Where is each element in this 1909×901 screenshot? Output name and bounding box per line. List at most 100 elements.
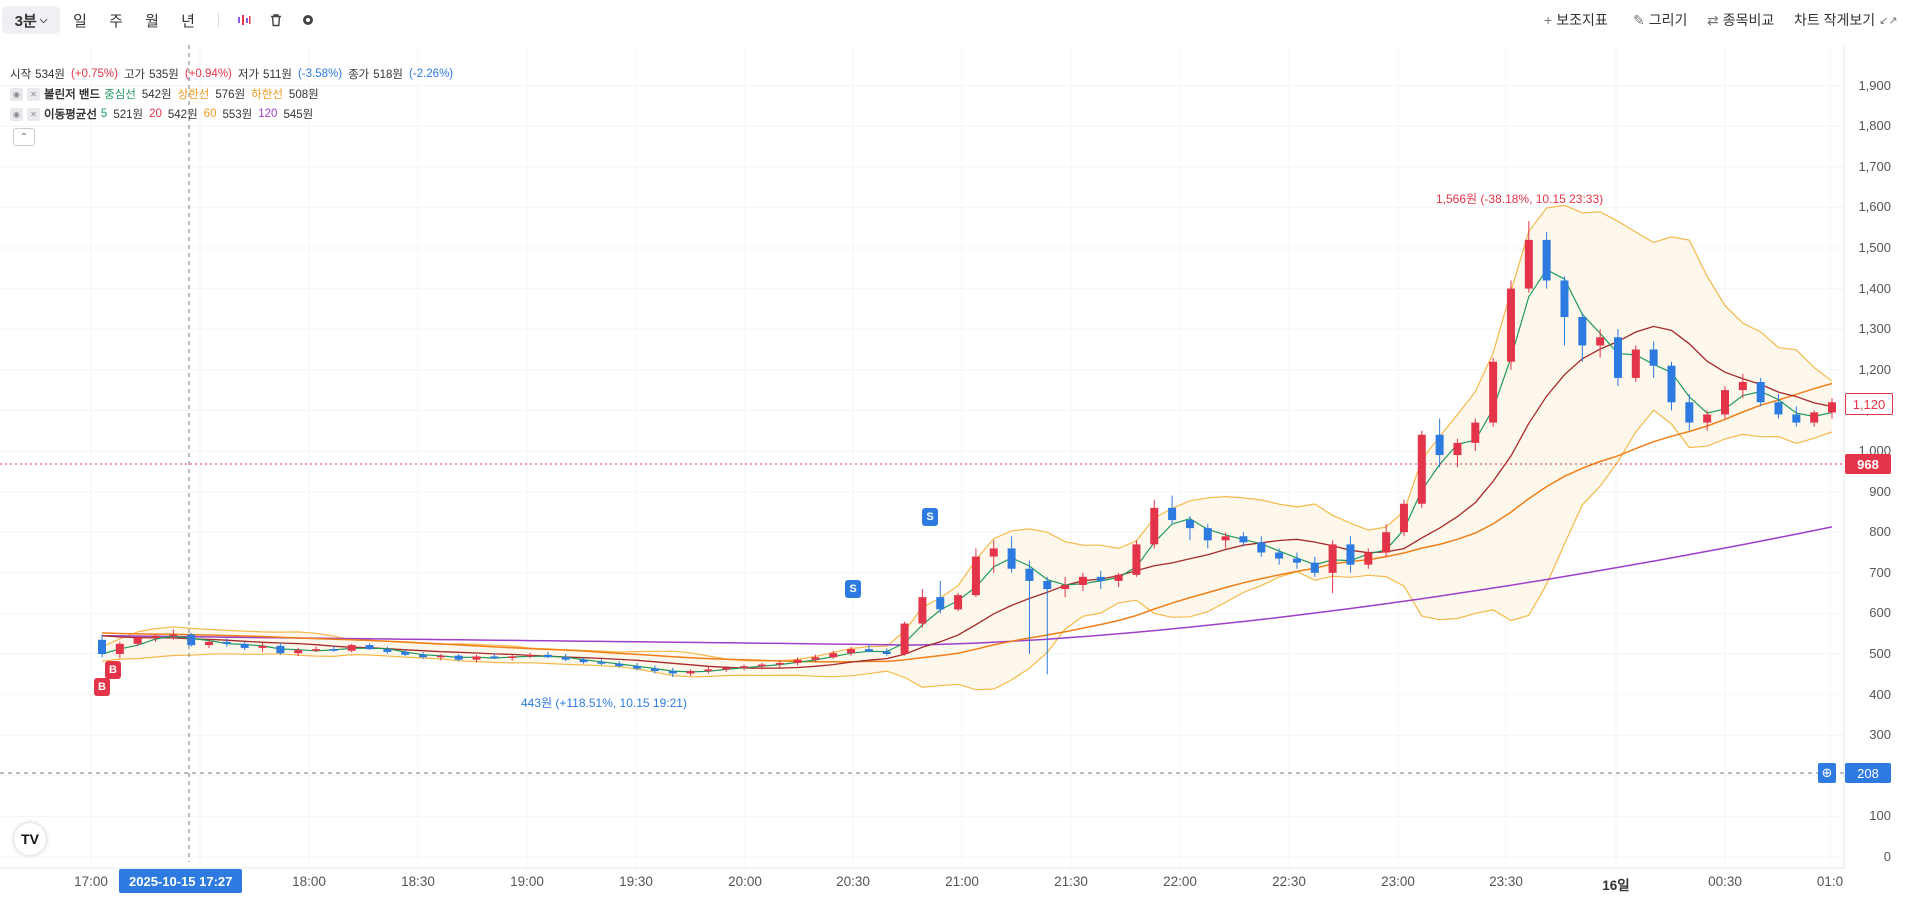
candle-body [1453, 442, 1462, 456]
x-tick: 20:30 [836, 874, 870, 889]
candle-body [169, 634, 178, 637]
buy-signal[interactable]: B [94, 678, 110, 696]
candle-body [1328, 544, 1337, 573]
y-tick: 1,800 [1858, 118, 1891, 134]
close-icon[interactable]: ✕ [27, 87, 40, 101]
range-month[interactable]: 월 [145, 12, 159, 30]
candle-body [187, 634, 196, 646]
ma60-line [101, 382, 1833, 663]
range-week[interactable]: 주 [109, 12, 123, 30]
candle-style-icon[interactable] [234, 6, 254, 34]
y-tick: 1,900 [1858, 77, 1891, 93]
candle-body [1613, 337, 1622, 378]
eye-icon[interactable]: ◉ [10, 87, 23, 101]
ohlc-legend: 시작 534원 (+0.75%) 고가 535원 (+0.94%) 저가 511… [10, 66, 459, 82]
candle-body [1667, 365, 1676, 403]
low-label: 저가 [237, 69, 260, 81]
candle-body [1239, 536, 1248, 543]
close-icon[interactable]: ✕ [27, 107, 40, 121]
bollinger-name: 볼린저 밴드 [44, 89, 101, 101]
candle-body [133, 637, 142, 644]
candle-body [383, 649, 392, 652]
ma20-value: 542원 [167, 109, 198, 121]
close-value: 518원 [373, 69, 404, 81]
y-tick: 700 [1869, 564, 1891, 580]
ma60-value: 553원 [222, 109, 253, 121]
gear-icon[interactable] [298, 6, 318, 34]
candle-body [561, 657, 570, 660]
x-tick: 21:30 [1054, 874, 1088, 889]
trash-icon[interactable] [266, 6, 286, 34]
x-tick: 23:00 [1381, 874, 1415, 889]
tradingview-logo[interactable]: TV [14, 823, 46, 855]
candle-body [347, 645, 356, 651]
period-selector[interactable]: 3분 ⌵ [2, 6, 60, 34]
candle-body [543, 654, 552, 658]
candle-body [1150, 507, 1159, 545]
y-tick: 800 [1869, 524, 1891, 540]
candle-body [151, 635, 160, 638]
candle-body [864, 649, 873, 652]
ma-name: 이동평균선 [44, 109, 97, 121]
candle-body [365, 645, 374, 650]
candle-body [294, 649, 303, 654]
candle-body [971, 556, 980, 596]
close-pct: (-2.26%) [409, 68, 454, 80]
candle-body [1417, 434, 1426, 504]
candle-body [1774, 402, 1783, 415]
draw-button[interactable]: ✎ 그리기 [1633, 10, 1687, 30]
indicators-button[interactable]: + 보조지표 [1544, 10, 1608, 30]
ma20-period: 20 [149, 108, 162, 120]
close-label: 종가 [348, 69, 370, 81]
sell-signal[interactable]: S [845, 580, 861, 598]
compare-label: 종목비교 [1722, 12, 1775, 28]
add-alert-icon[interactable]: ⊕ [1818, 763, 1836, 783]
low-pct: (-3.58%) [297, 68, 343, 80]
y-tick: 1,500 [1858, 240, 1891, 255]
x-tick: 17:00 [74, 874, 108, 889]
candle-body [1257, 542, 1266, 553]
open-value: 534원 [35, 69, 65, 81]
chevron-down-icon: ⌵ [39, 14, 48, 26]
candle-body [1560, 280, 1569, 318]
range-day[interactable]: 일 [73, 12, 87, 30]
bb-lower-label: 하한선 [251, 89, 283, 101]
bb-mid-label: 중심선 [104, 89, 136, 101]
y-tick: 1,700 [1858, 158, 1891, 174]
ma120-line [101, 526, 1833, 646]
range-year[interactable]: 년 [181, 12, 195, 30]
candle-body [918, 597, 927, 624]
candle-body [401, 651, 410, 655]
candle-body [312, 649, 321, 651]
shrink-icon: ↙↗ [1879, 14, 1898, 27]
candle-body [526, 654, 535, 657]
sell-signal[interactable]: S [922, 508, 938, 526]
low-value: 511원 [263, 69, 292, 81]
candle-body [1720, 390, 1729, 415]
candle-body [740, 666, 749, 668]
y-tick: 400 [1869, 686, 1891, 702]
open-label: 시작 [10, 69, 32, 81]
legend-collapse-button[interactable]: ⌃ [13, 128, 35, 146]
buy-signal[interactable]: B [105, 661, 121, 679]
candle-body [1792, 414, 1801, 423]
y-tick: 0 [1883, 849, 1891, 864]
ma120-period: 120 [258, 108, 278, 120]
candle-body [258, 645, 267, 648]
minimize-chart-button[interactable]: 차트 작게보기 ↙↗ [1794, 10, 1898, 30]
candle-body [579, 659, 588, 663]
candle-body [240, 643, 249, 648]
bollinger-band-fill [102, 205, 1832, 690]
high-label: 고가 [123, 69, 146, 81]
compare-button[interactable]: ⇄ 종목비교 [1707, 10, 1774, 30]
candle-body [989, 548, 998, 557]
ma60-period: 60 [203, 108, 217, 120]
eye-icon[interactable]: ◉ [10, 107, 23, 121]
candles-group [98, 221, 1836, 678]
high-value: 535원 [149, 69, 179, 81]
period-label: 3분 [14, 12, 37, 30]
candle-body [205, 641, 214, 646]
swap-icon: ⇄ [1707, 11, 1719, 28]
y-tick: 1,200 [1858, 361, 1891, 377]
